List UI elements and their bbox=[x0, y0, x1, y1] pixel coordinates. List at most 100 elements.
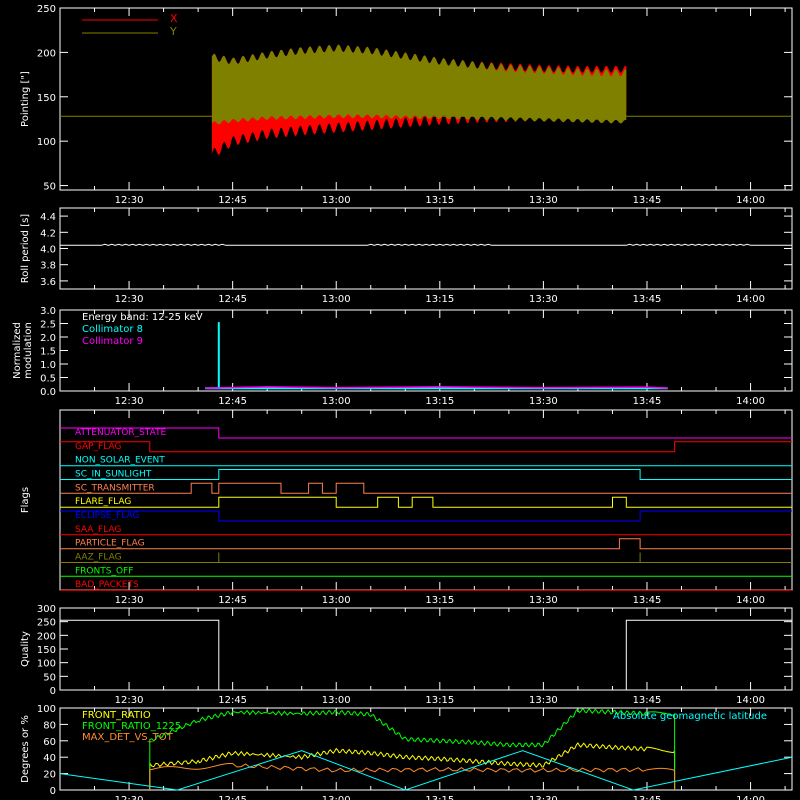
quality-xtick-label: 12:30 bbox=[115, 695, 144, 706]
pointing-xtick-label: 12:30 bbox=[115, 195, 144, 206]
modulation-ytick-label: 2.0 bbox=[40, 333, 56, 344]
modulation-xtick-label: 14:00 bbox=[736, 396, 765, 407]
ratios-ytick-label: 0 bbox=[50, 786, 56, 797]
roll_period-xtick-label: 13:15 bbox=[425, 294, 454, 305]
flag-line-particle_flag bbox=[60, 538, 792, 550]
ratios-xtick-label: 13:45 bbox=[633, 795, 662, 800]
quality-ytick-label: 150 bbox=[37, 645, 56, 656]
ratio-series-2 bbox=[149, 763, 676, 790]
modulation-xtick-label: 12:30 bbox=[115, 396, 144, 407]
ratios-frame bbox=[59, 707, 793, 791]
roll_period-xtick-label: 14:00 bbox=[736, 294, 765, 305]
quality-ytick-label: 0 bbox=[50, 686, 56, 697]
quality-xtick-label: 13:45 bbox=[633, 695, 662, 706]
flag-label-sc_transmitter: SC_TRANSMITTER bbox=[75, 483, 155, 493]
modulation-series-0 bbox=[205, 322, 668, 390]
pointing-xtick-label: 12:45 bbox=[218, 195, 247, 206]
modulation-ytick-label: 0.0 bbox=[40, 387, 56, 398]
ratio-legend-0: FRONT_RATIO bbox=[82, 710, 151, 721]
quality-xtick-label: 12:45 bbox=[218, 695, 247, 706]
ratios-xtick-label: 13:30 bbox=[529, 795, 558, 800]
modulation-xtick-label: 13:45 bbox=[633, 396, 662, 407]
ratios-ytick-label: 100 bbox=[37, 704, 56, 715]
ratios-xtick-label: 12:30 bbox=[115, 795, 144, 800]
pointing-xtick-label: 13:15 bbox=[425, 195, 454, 206]
pointing-ytick-label: 150 bbox=[37, 93, 56, 104]
ratios-xtick-label: 13:15 bbox=[425, 795, 454, 800]
flag-label-gap_flag: GAP_FLAG bbox=[75, 442, 121, 452]
roll-period-line bbox=[60, 243, 792, 246]
flag-label-flare_flag: FLARE_FLAG bbox=[75, 497, 131, 507]
flag-line-flare_flag bbox=[60, 496, 792, 508]
roll_period-ytick-label: 4.2 bbox=[40, 228, 56, 239]
ratios-ytick-label: 80 bbox=[43, 720, 56, 731]
flag-line-sc_transmitter bbox=[60, 482, 792, 494]
flag-line-sc_in_sunlight bbox=[60, 469, 792, 480]
roll_period-ytick-label: 3.8 bbox=[40, 261, 56, 272]
pointing-xtick-label: 13:00 bbox=[322, 195, 351, 206]
flag-label-eclipse_flag: ECLIPSE_FLAG bbox=[75, 511, 139, 521]
roll_period-ylabel: Roll period [s] bbox=[20, 214, 31, 283]
modulation-ytick-label: 2.5 bbox=[40, 320, 56, 331]
flag-line-attenuator_state bbox=[60, 427, 792, 439]
pointing-xtick-label: 13:30 bbox=[529, 195, 558, 206]
ratios-xtick-label: 13:00 bbox=[322, 795, 351, 800]
flag-line-gap_flag bbox=[60, 441, 792, 453]
flags-ylabel: Flags bbox=[20, 487, 31, 513]
modulation-ytick-label: 1.5 bbox=[40, 347, 56, 358]
flags-xtick-label: 13:15 bbox=[425, 595, 454, 606]
flag-label-non_solar_event: NON_SOLAR_EVENT bbox=[75, 456, 165, 466]
modulation-ytick-label: 1.0 bbox=[40, 360, 56, 371]
roll_period-xtick-label: 13:45 bbox=[633, 294, 662, 305]
quality-xtick-label: 13:15 bbox=[425, 695, 454, 706]
flag-label-particle_flag: PARTICLE_FLAG bbox=[75, 539, 145, 549]
ratios-xtick-label: 12:45 bbox=[218, 795, 247, 800]
modulation-ytick-label: 3.0 bbox=[40, 306, 56, 317]
legend-label-X: X bbox=[170, 12, 178, 25]
ratios-ytick-label: 40 bbox=[43, 753, 56, 764]
modulation-legend-1: Collimator 9 bbox=[82, 336, 143, 347]
roll_period-ytick-label: 4.0 bbox=[40, 245, 56, 256]
legend-label-Y: Y bbox=[169, 25, 177, 38]
modulation-xtick-label: 13:15 bbox=[425, 396, 454, 407]
modulation-ytick-label: 0.5 bbox=[40, 374, 56, 385]
pointing-ytick-label: 50 bbox=[43, 182, 56, 193]
modulation-ylabel: Normalized bbox=[12, 322, 23, 379]
modulation-series-1 bbox=[204, 386, 668, 390]
flag-label-sc_in_sunlight: SC_IN_SUNLIGHT bbox=[75, 470, 152, 480]
quality-xtick-label: 13:30 bbox=[529, 695, 558, 706]
quality-xtick-label: 13:00 bbox=[322, 695, 351, 706]
pointing-xtick-label: 14:00 bbox=[736, 195, 765, 206]
pointing-ytick-label: 250 bbox=[37, 4, 56, 15]
ratios-xtick-label: 14:00 bbox=[736, 795, 765, 800]
modulation-ylabel: modulation bbox=[23, 322, 34, 379]
roll_period-xtick-label: 13:30 bbox=[529, 294, 558, 305]
ratio-legend-1: FRONT_RATIO_1225 bbox=[82, 721, 181, 732]
flags-xtick-label: 14:00 bbox=[736, 595, 765, 606]
flag-label-bad_packets: BAD_PACKETS bbox=[75, 580, 139, 590]
quality-xtick-label: 14:00 bbox=[736, 695, 765, 706]
ratio-series-1 bbox=[149, 708, 676, 790]
ratio-legend-2: MAX_DET_VS_TOT bbox=[82, 732, 174, 743]
quality-ytick-label: 300 bbox=[37, 604, 56, 615]
roll_period-frame bbox=[59, 207, 793, 290]
modulation-xtick-label: 12:45 bbox=[218, 396, 247, 407]
modulation-annotation: Energy band: 12-25 keV bbox=[82, 312, 203, 323]
roll_period-xtick-label: 12:45 bbox=[218, 294, 247, 305]
flag-label-fronts_off: FRONTS_OFF bbox=[75, 566, 133, 576]
roll_period-ytick-label: 3.6 bbox=[40, 277, 56, 288]
flags-xtick-label: 13:30 bbox=[529, 595, 558, 606]
flag-label-saa_flag: SAA_FLAG bbox=[75, 525, 121, 535]
pointing-ytick-label: 100 bbox=[37, 137, 56, 148]
roll_period-xtick-label: 13:00 bbox=[322, 294, 351, 305]
flag-label-attenuator_state: ATTENUATOR_STATE bbox=[75, 428, 167, 438]
flags-xtick-label: 12:45 bbox=[218, 595, 247, 606]
ratios-ylabel: Degrees or % bbox=[20, 715, 31, 783]
ratio-series-3 bbox=[59, 750, 793, 791]
flags-xtick-label: 13:00 bbox=[322, 595, 351, 606]
ratio-series-0 bbox=[149, 742, 676, 790]
flag-label-aaz_flag: AAZ_FLAG bbox=[75, 553, 122, 563]
pointing-series-Y bbox=[211, 44, 627, 125]
modulation-xtick-label: 13:00 bbox=[322, 396, 351, 407]
